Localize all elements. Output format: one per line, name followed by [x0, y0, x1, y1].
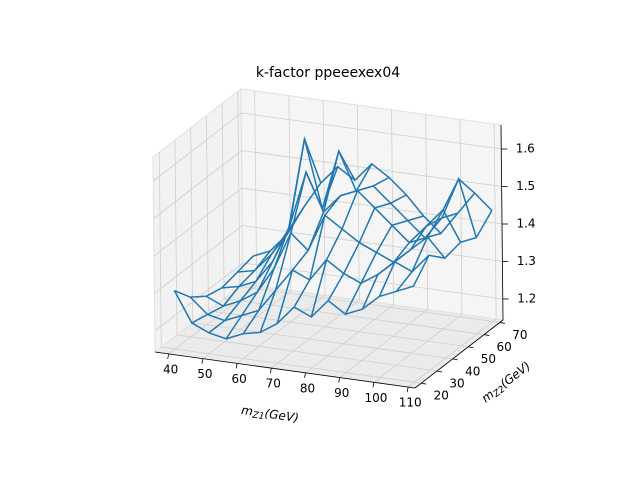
x-tick-label: 110 [399, 396, 422, 410]
tick-mark [201, 358, 204, 364]
wire-line [293, 163, 373, 308]
z-tick-label: 1.6 [516, 142, 535, 156]
grid-line [224, 298, 485, 335]
x-tick-label: 40 [163, 362, 178, 376]
z-tick-label: 1.4 [516, 217, 535, 231]
y-label-unit: (GeV) [497, 358, 533, 390]
y-tick-label: 70 [512, 328, 527, 342]
x-tick-label: 80 [300, 381, 315, 395]
tick-mark [452, 358, 458, 361]
x-tick-label: 100 [364, 391, 387, 405]
x-label-unit: (GeV) [264, 406, 300, 425]
x-tick-label: 50 [197, 367, 212, 381]
y-tick-label: 40 [465, 364, 480, 378]
y-axis [414, 319, 504, 389]
wire-line [412, 210, 493, 287]
x-label-sub: Z1 [251, 410, 265, 422]
wire-line [208, 234, 288, 334]
y-tick-label: 60 [497, 340, 512, 354]
x-axis-label: mZ1(GeV) [240, 403, 300, 427]
grid-line [208, 310, 469, 348]
grid-line [158, 152, 162, 348]
tick-mark [235, 363, 238, 369]
grid-line [153, 150, 242, 219]
x-axis [154, 351, 416, 389]
grid-line [237, 91, 241, 287]
wire-line [378, 212, 458, 297]
wire-line [327, 194, 407, 301]
tick-mark [338, 377, 341, 383]
tick-mark [436, 370, 443, 373]
wire-line [191, 250, 271, 324]
grid-line [202, 290, 292, 359]
grid-line [391, 109, 394, 305]
grid-line [206, 115, 209, 311]
x-tick-label: 60 [231, 372, 246, 386]
x-tick-label: 90 [334, 386, 349, 400]
tick-mark [304, 372, 306, 378]
grid-line [176, 334, 438, 372]
grid-line [242, 225, 503, 262]
x-label-symbol: m [240, 403, 254, 418]
grid-line [373, 313, 463, 383]
y-tick-label: 30 [449, 377, 464, 391]
wire-line [225, 206, 305, 340]
grid-line [407, 318, 497, 388]
tick-mark [167, 353, 170, 359]
grid-line [339, 309, 428, 378]
tick-mark [499, 322, 505, 324]
wire-line [344, 215, 424, 315]
tick-mark [421, 382, 427, 385]
tick-mark [269, 368, 272, 374]
z-tick-label: 1.5 [516, 179, 535, 193]
grid-line [168, 285, 257, 355]
grid-line [459, 119, 463, 315]
grid-line [288, 95, 292, 291]
wire-line [310, 176, 390, 318]
tick-mark [372, 382, 375, 388]
grid-line [241, 112, 502, 150]
grid-line [271, 299, 360, 369]
grid-line [493, 124, 497, 320]
grid-line [356, 105, 360, 301]
grid-line [236, 295, 326, 364]
grid-line [174, 139, 178, 336]
wire-line [242, 136, 322, 335]
x-tick-label: 70 [266, 377, 281, 391]
z-axis [500, 124, 504, 321]
z-tick-label: 1.2 [517, 292, 536, 306]
z-tick-label: 1.3 [517, 254, 536, 268]
wire-line [276, 149, 356, 324]
chart-title: k-factor ppeeexex04 [256, 65, 400, 81]
wire-line [259, 166, 339, 333]
grid-line [425, 114, 429, 310]
tick-mark [468, 346, 474, 349]
grid-line [254, 90, 258, 286]
grid-line [153, 187, 243, 257]
y-tick-label: 20 [434, 389, 449, 403]
wire-line [174, 255, 254, 298]
wire-line [395, 177, 476, 292]
grid-line [192, 322, 453, 360]
tick-mark [406, 386, 409, 393]
grid-line [153, 112, 242, 182]
grid-line [154, 225, 243, 294]
tick-mark [484, 334, 490, 336]
grid-line [305, 304, 394, 374]
grid-line [161, 346, 422, 384]
grid-line [242, 262, 503, 300]
grid-line [190, 127, 194, 323]
y-tick-label: 50 [481, 352, 496, 366]
grid-line [221, 103, 225, 299]
